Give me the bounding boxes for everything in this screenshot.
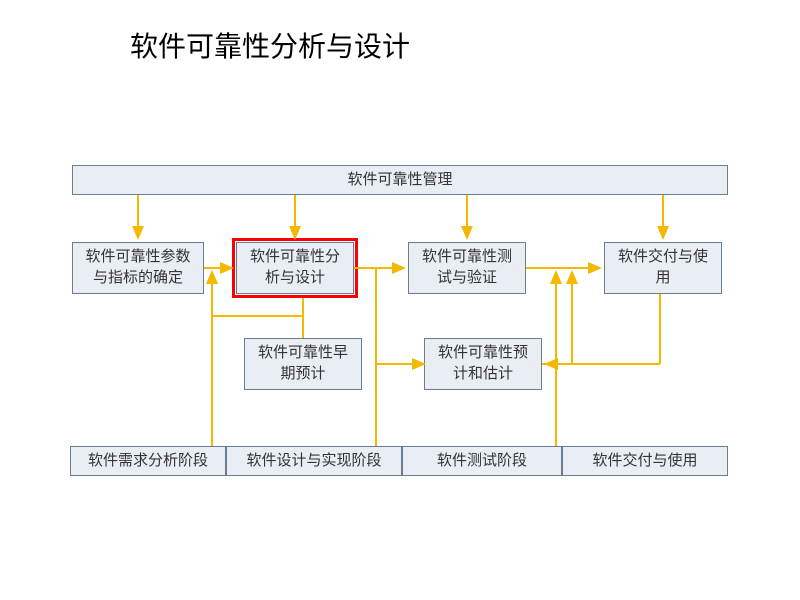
page-title: 软件可靠性分析与设计 <box>130 25 410 65</box>
node-top-banner: 软件可靠性管理 <box>72 165 728 195</box>
flowchart-arrows <box>0 0 800 600</box>
node-row1-3: 软件可靠性测 试与验证 <box>408 242 526 294</box>
node-bottom-1: 软件需求分析阶段 <box>70 446 226 476</box>
node-bottom-3: 软件测试阶段 <box>402 446 562 476</box>
node-row1-1: 软件可靠性参数 与指标的确定 <box>72 242 204 294</box>
node-row2-1: 软件可靠性早 期预计 <box>244 338 362 390</box>
node-bottom-4: 软件交付与使用 <box>562 446 728 476</box>
node-row2-2: 软件可靠性预 计和估计 <box>424 338 542 390</box>
node-row1-4: 软件交付与使 用 <box>604 242 722 294</box>
node-row1-2: 软件可靠性分 析与设计 <box>236 242 354 294</box>
node-bottom-2: 软件设计与实现阶段 <box>226 446 402 476</box>
